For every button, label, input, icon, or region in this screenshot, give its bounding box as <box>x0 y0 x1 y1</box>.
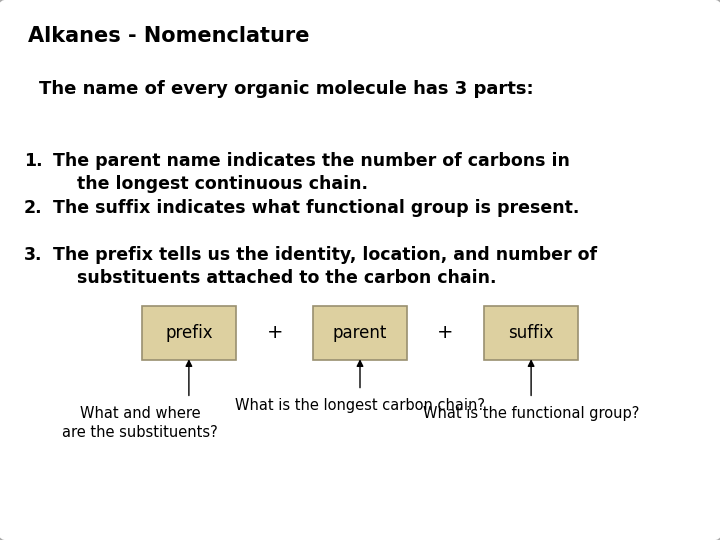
Text: 3.: 3. <box>24 246 42 265</box>
Text: +: + <box>437 323 454 342</box>
Text: Alkanes - Nomenclature: Alkanes - Nomenclature <box>28 26 310 46</box>
Text: prefix: prefix <box>165 324 212 342</box>
Text: The parent name indicates the number of carbons in
    the longest continuous ch: The parent name indicates the number of … <box>53 152 570 193</box>
Text: suffix: suffix <box>508 324 554 342</box>
Text: What is the longest carbon chain?: What is the longest carbon chain? <box>235 399 485 413</box>
Text: The name of every organic molecule has 3 parts:: The name of every organic molecule has 3… <box>39 80 534 98</box>
FancyBboxPatch shape <box>313 306 407 360</box>
Text: 2.: 2. <box>24 199 42 217</box>
FancyBboxPatch shape <box>142 306 235 360</box>
Text: parent: parent <box>333 324 387 342</box>
Text: The suffix indicates what functional group is present.: The suffix indicates what functional gro… <box>53 199 579 217</box>
Text: +: + <box>266 323 283 342</box>
Text: The prefix tells us the identity, location, and number of
    substituents attac: The prefix tells us the identity, locati… <box>53 246 597 287</box>
FancyBboxPatch shape <box>485 306 578 360</box>
Text: What is the functional group?: What is the functional group? <box>423 406 639 421</box>
Text: What and where
are the substituents?: What and where are the substituents? <box>62 406 218 440</box>
Text: 1.: 1. <box>24 152 42 170</box>
